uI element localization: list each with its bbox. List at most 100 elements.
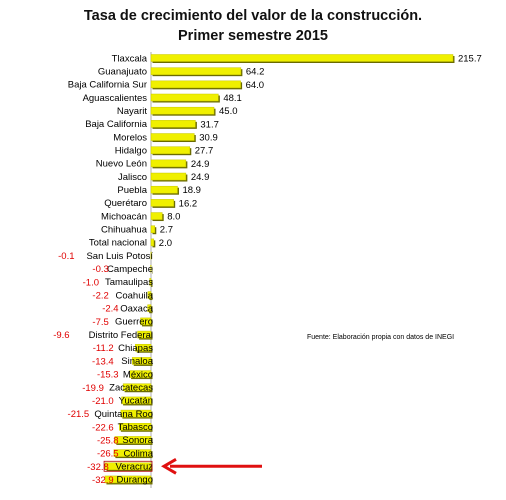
category-label: México (123, 369, 153, 380)
bar (150, 264, 152, 273)
bar (150, 80, 241, 89)
category-label: San Luis Potosí (86, 251, 153, 262)
category-label: Nuevo León (96, 159, 147, 170)
value-label: -21.0 (92, 396, 114, 407)
value-label: 31.7 (200, 119, 219, 130)
bar (150, 159, 187, 168)
bar (150, 67, 242, 75)
bar (135, 343, 152, 352)
category-label: Morelos (113, 132, 147, 143)
bar (122, 383, 152, 391)
bar-shadow (151, 279, 153, 287)
chart-subtitle: Primer semestre 2015 (178, 28, 328, 44)
category-label: Veracruz (116, 462, 154, 473)
bar (147, 291, 152, 299)
bar (149, 278, 152, 286)
category-label: Hidalgo (115, 145, 147, 156)
category-label: Sonora (122, 435, 153, 446)
bar (150, 120, 196, 128)
value-label: -0.3 (92, 264, 108, 275)
category-label: Quintana Roo (94, 409, 153, 420)
value-label: -2.4 (102, 304, 118, 315)
bar (119, 423, 152, 431)
category-label: Guanajuato (98, 66, 147, 77)
category-label: Durango (117, 475, 153, 486)
chart-title: Tasa de crecimiento del valor de la cons… (83, 8, 423, 24)
value-label: 48.1 (223, 93, 242, 104)
bar (121, 396, 152, 405)
category-label: Baja California (85, 119, 147, 130)
highlight-box (103, 460, 153, 472)
bar (150, 185, 178, 194)
highlight-arrow-head (161, 457, 177, 475)
category-label: Chiapas (118, 343, 153, 354)
value-label: -7.5 (92, 317, 108, 328)
category-label: Puebla (117, 185, 147, 196)
bar (137, 330, 152, 339)
value-label: -0.1 (58, 251, 74, 262)
category-label: Coahuila (116, 290, 154, 301)
bar (129, 370, 152, 378)
category-label: Querétaro (104, 198, 147, 209)
bar (150, 133, 195, 141)
bar (114, 436, 152, 444)
source-note: Fuente: Elaboración propia con datos de … (307, 334, 455, 341)
bar (104, 475, 152, 484)
value-label: 16.2 (179, 198, 198, 209)
bar (150, 172, 187, 181)
value-label: 2.0 (159, 238, 172, 249)
category-label: Jalisco (118, 172, 147, 183)
value-label: 18.9 (182, 185, 201, 196)
value-label: 8.0 (167, 212, 180, 223)
value-label: -11.2 (93, 343, 114, 354)
bar (147, 304, 152, 312)
value-label: -32.8 (87, 462, 109, 473)
category-label: Campeche (107, 264, 153, 275)
bar (150, 238, 155, 247)
value-label: -26.5 (97, 449, 119, 460)
category-label: Distrito Federal (89, 330, 153, 341)
value-label: -9.6 (53, 330, 69, 341)
bar (131, 357, 152, 365)
value-label: -19.9 (82, 383, 104, 394)
bar (104, 462, 152, 471)
bar (120, 409, 152, 418)
value-label: 27.7 (195, 146, 214, 157)
category-label: Yucatán (119, 396, 153, 407)
category-label: Colima (123, 448, 153, 459)
category-label: Zacatecas (109, 383, 153, 394)
category-label: Michoacán (101, 211, 147, 222)
bar (150, 106, 215, 115)
bar (150, 146, 191, 154)
bar (150, 225, 156, 233)
category-label: Nayarit (117, 106, 147, 117)
value-label: 64.0 (246, 80, 265, 91)
bar (140, 317, 152, 326)
value-label: 215.7 (458, 54, 482, 65)
bar (150, 54, 454, 62)
category-label: Baja California Sur (68, 80, 147, 91)
value-label: 24.9 (191, 159, 210, 170)
value-label: -15.3 (97, 370, 119, 381)
value-label: -32.9 (92, 475, 114, 486)
value-label: -21.5 (68, 409, 90, 420)
value-label: -25.8 (97, 435, 119, 446)
category-label: Tlaxcala (112, 53, 148, 64)
value-label: 24.9 (191, 172, 210, 183)
bar (150, 212, 163, 220)
bar (113, 449, 152, 457)
value-label: -22.6 (92, 422, 114, 433)
category-label: Guerrero (115, 317, 153, 328)
category-label: Oaxaca (120, 304, 153, 315)
category-label: Chihuahua (101, 225, 148, 236)
bar (150, 251, 152, 260)
bar (150, 93, 219, 102)
value-label: 45.0 (219, 106, 238, 117)
category-label: Tabasco (118, 422, 153, 433)
value-label: -2.2 (92, 291, 108, 302)
value-label: 30.9 (199, 133, 218, 144)
value-label: -13.4 (92, 356, 114, 367)
value-label: -1.0 (83, 277, 99, 288)
value-label: 64.2 (246, 67, 265, 78)
category-label: Aguascalientes (83, 93, 148, 104)
